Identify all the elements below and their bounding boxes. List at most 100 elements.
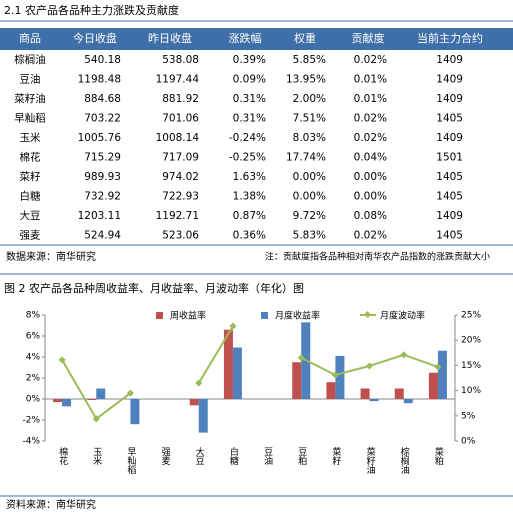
bar (428, 372, 438, 399)
table-cell: 0.87% (233, 210, 266, 222)
table-cell: 701.06 (162, 112, 199, 124)
table-cell: 0.00% (354, 171, 387, 183)
table-cell: 5.83% (293, 229, 326, 241)
table-cell: 715.29 (84, 151, 121, 163)
point (58, 356, 66, 364)
header-cell: 当前主力合约 (417, 31, 483, 45)
header-cell: 昨日收盘 (148, 31, 192, 45)
point (229, 322, 237, 330)
point (126, 389, 134, 397)
table-cell: 玉米 (20, 131, 41, 144)
x-tick-label: 豆粕 (296, 447, 307, 466)
legend-swatch (261, 312, 268, 319)
x-tick-label: 菜粕 (433, 446, 444, 466)
line (197, 325, 234, 384)
header-cell: 权重 (294, 31, 316, 45)
table-cell: 1197.44 (156, 73, 200, 85)
bar (96, 388, 106, 399)
y-tick-label: 2% (26, 374, 41, 384)
table-cell: 7.51% (293, 112, 326, 124)
x-tick-label: 玉米 (91, 447, 102, 466)
table-cell: 0.00% (293, 171, 326, 183)
table-cell: 1405 (436, 171, 463, 183)
x-tick-label: 强麦 (160, 447, 171, 466)
table-cell: 881.92 (162, 93, 199, 105)
table-cell: 菜籽 (20, 171, 41, 183)
y-tick-label: -4% (22, 437, 40, 447)
table-cell: 1.38% (233, 190, 266, 202)
legend-swatch (156, 312, 163, 319)
table-cell: 732.92 (84, 190, 121, 202)
bar (189, 399, 199, 406)
table-cell: 540.18 (84, 54, 121, 66)
table-cell: 17.74% (286, 151, 326, 163)
table-cell: 菜籽油 (14, 92, 46, 105)
table-cell: 1409 (436, 210, 463, 222)
table-cell: 989.93 (84, 171, 121, 183)
bar (223, 329, 233, 399)
bar (198, 399, 208, 433)
header-cell: 涨跌幅 (229, 31, 262, 45)
table-cell: 早籼稻 (14, 111, 46, 124)
table-cell: 884.68 (84, 93, 121, 105)
chart-source: 资料来源：南华研究 (6, 498, 96, 511)
table-cell: 0.01% (354, 73, 387, 85)
table-cell: 棉花 (20, 150, 41, 163)
header-cell: 商品 (19, 31, 41, 45)
y2-tick-label: 25% (461, 311, 481, 321)
table-cell: 1405 (436, 112, 463, 124)
table-cell: 大豆 (20, 209, 41, 222)
y-tick-label: 8% (26, 311, 41, 321)
x-tick-label: 棕榈油 (399, 446, 410, 475)
table-cell: 0.31% (233, 93, 266, 105)
table-cell: 538.08 (162, 54, 199, 66)
table-cell: 1203.11 (78, 210, 121, 222)
table-cell: 0.39% (233, 54, 266, 66)
table-cell: 8.03% (293, 132, 326, 144)
y2-tick-label: 5% (461, 411, 476, 421)
table-cell: 棕榈油 (14, 53, 46, 66)
table-cell: 5.85% (293, 54, 326, 66)
bar (232, 347, 242, 399)
x-tick-label: 菜籽 (330, 446, 341, 466)
point (92, 415, 100, 423)
table-note: 注：贡献度指各品种相对南华农产品指数的涨跌贡献大小 (265, 251, 490, 263)
table-cell: 1005.76 (78, 132, 122, 144)
table-cell: 1198.48 (78, 73, 121, 85)
table-cell: 1008.14 (156, 132, 200, 144)
point (195, 379, 203, 387)
y2-tick-label: 10% (461, 386, 481, 396)
header-bg (0, 28, 513, 50)
table-cell: 豆油 (20, 72, 41, 85)
point (366, 362, 374, 370)
table-cell: 524.94 (84, 229, 121, 241)
table-cell: 523.06 (162, 229, 199, 241)
table-cell: 0.00% (293, 190, 326, 202)
table-cell: 2.00% (293, 93, 326, 105)
table-cell: 0.02% (354, 54, 387, 66)
table-cell: 1.63% (233, 171, 266, 183)
bar (62, 399, 72, 407)
header-cell: 贡献度 (352, 31, 385, 45)
legend-label: 月度收益率 (275, 310, 320, 322)
y-tick-label: 4% (26, 353, 41, 363)
table-cell: 1192.71 (156, 210, 199, 222)
table-cell: 0.09% (233, 73, 266, 85)
table-cell: -0.24% (229, 132, 266, 144)
header-cell: 今日收盘 (73, 31, 117, 45)
table-cell: 1409 (436, 132, 463, 144)
table-cell: 1405 (436, 190, 463, 202)
bar (335, 355, 345, 399)
table-cell: 0.08% (354, 210, 387, 222)
table-cell: 1501 (436, 151, 463, 163)
x-tick-label: 棉花 (57, 446, 67, 466)
bar (369, 399, 379, 402)
y2-tick-label: 0% (461, 437, 476, 447)
point (297, 354, 305, 362)
table-cell: 白糖 (20, 189, 41, 202)
bar (130, 399, 140, 425)
table-cell: 0.02% (354, 132, 387, 144)
y2-tick-label: 20% (461, 336, 481, 346)
table-cell: 0.31% (233, 112, 266, 124)
